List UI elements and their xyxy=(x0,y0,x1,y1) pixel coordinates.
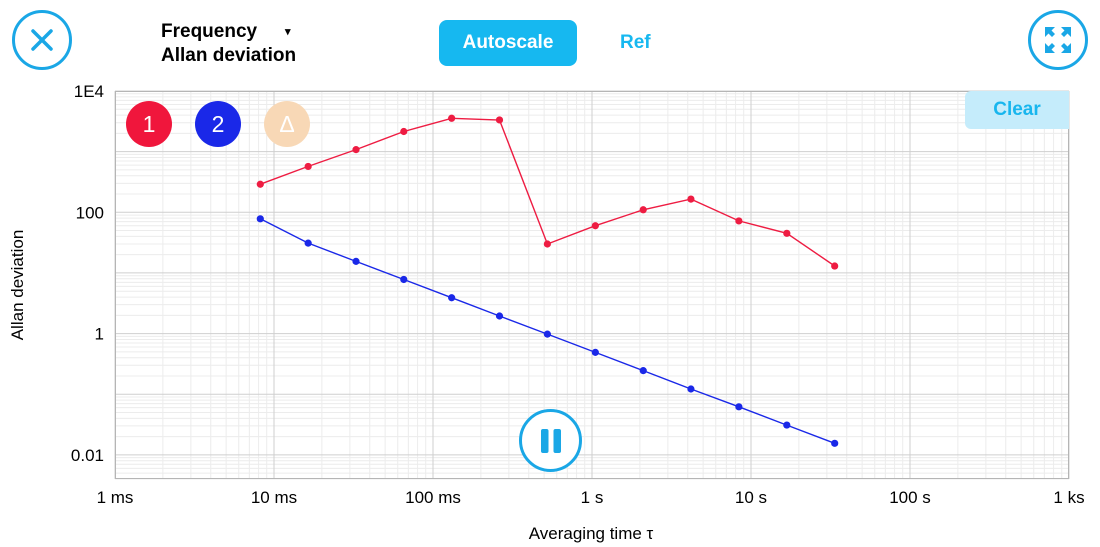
series-2-point xyxy=(831,439,839,447)
pause-icon xyxy=(540,428,561,453)
x-tick-label: 100 ms xyxy=(405,488,461,507)
series-2-point xyxy=(304,239,312,247)
series-2-point xyxy=(543,330,551,338)
series-1-point xyxy=(735,217,743,225)
series-1-point xyxy=(448,114,456,122)
series-1-point xyxy=(687,195,695,203)
series-1-point xyxy=(831,262,839,270)
series xyxy=(256,114,839,447)
clear-button[interactable]: Clear xyxy=(965,91,1069,129)
x-tick-label: 1 ms xyxy=(97,488,134,507)
x-tick-label: 1 ks xyxy=(1053,488,1084,507)
y-axis-label: Allan deviation xyxy=(8,230,27,341)
close-icon xyxy=(31,29,53,51)
series-2-point xyxy=(400,275,408,284)
series-2-point xyxy=(448,294,456,302)
mode-label-frequency: Frequency xyxy=(161,21,258,42)
series-2-point xyxy=(256,215,264,223)
x-tick-label: 10 ms xyxy=(251,488,297,507)
pause-button[interactable] xyxy=(519,409,582,472)
series-1-point xyxy=(400,127,408,136)
autoscale-button[interactable]: Autoscale xyxy=(439,20,577,66)
series-2-point xyxy=(495,312,504,320)
series-1-point xyxy=(543,240,551,248)
series-1-point xyxy=(639,206,647,214)
x-tick-label: 10 s xyxy=(735,488,767,507)
axis-labels: 1 ms 10 ms 100 ms 1 s 10 s 100 s 1 ks 0.01 1 100 1… xyxy=(71,82,1085,507)
chevron-down-icon: ▾ xyxy=(285,26,291,38)
x-tick-label: 100 s xyxy=(889,488,931,507)
mode-label-allan: Allan deviation xyxy=(161,45,297,66)
x-axis-label: Averaging time τ xyxy=(529,524,654,543)
y-tick-label: 100 xyxy=(76,203,104,222)
series-1-point xyxy=(495,116,504,124)
series-1-point xyxy=(783,229,791,237)
series-2-point xyxy=(735,403,743,411)
x-tick-label: 1 s xyxy=(581,488,604,507)
plot-area xyxy=(115,91,1069,479)
y-tick-label: 1E4 xyxy=(74,82,104,101)
close-button[interactable] xyxy=(12,10,72,70)
ref-button[interactable]: Ref xyxy=(620,32,651,53)
expand-button[interactable] xyxy=(1028,10,1088,70)
series-2-point xyxy=(639,367,647,375)
series-1-point xyxy=(352,146,360,154)
cursor-2-button[interactable]: 2 xyxy=(195,101,241,147)
series-2-point xyxy=(591,348,599,356)
series-2-point xyxy=(783,421,791,429)
y-tick-label: 1 xyxy=(95,325,104,344)
cursor-1-button[interactable]: 1 xyxy=(126,101,172,147)
series-2-point xyxy=(352,257,360,265)
series-1-point xyxy=(304,162,312,171)
y-tick-label: 0.01 xyxy=(71,446,104,465)
series-2-point xyxy=(687,385,695,393)
series-1-point xyxy=(591,222,599,230)
expand-arrows-icon xyxy=(1045,27,1071,53)
mode-dropdown[interactable]: Frequency Allan deviation ▾ xyxy=(161,20,296,68)
delta-button[interactable]: Δ xyxy=(264,101,310,147)
series-1-point xyxy=(256,180,264,188)
